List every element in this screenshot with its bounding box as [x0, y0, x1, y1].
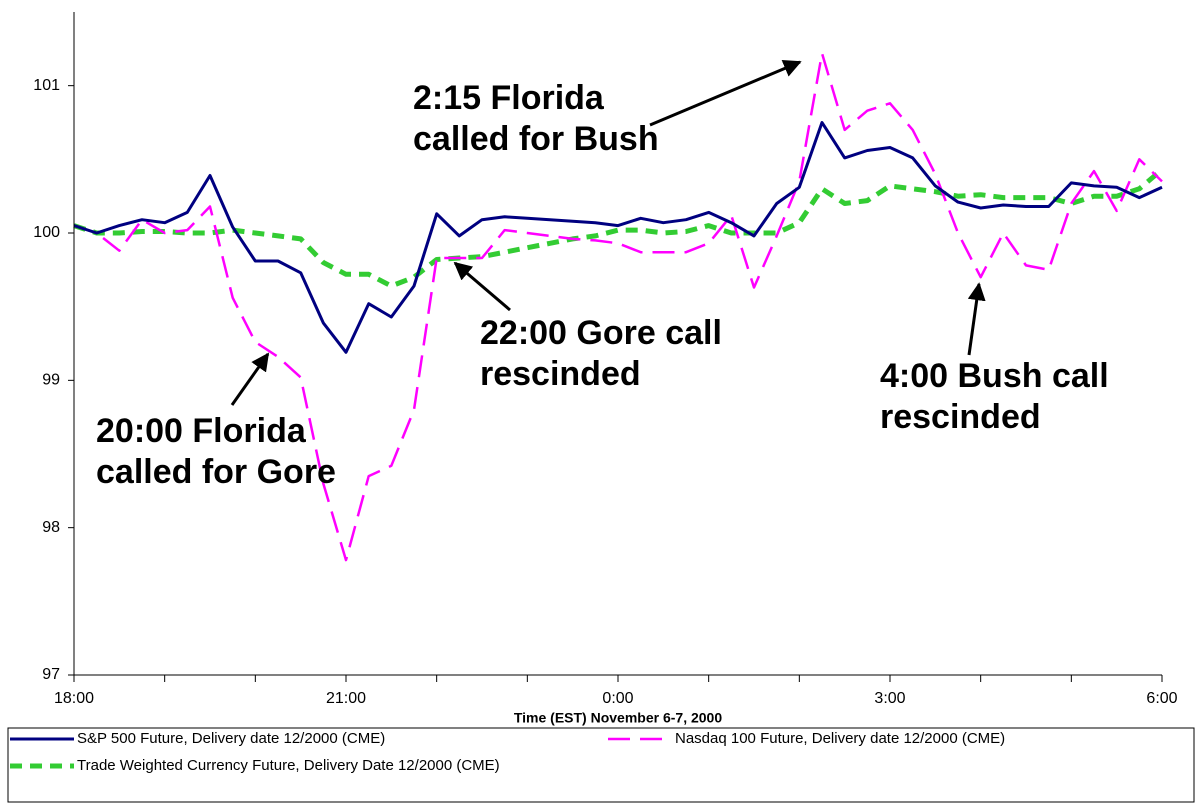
annotation: rescinded [480, 355, 641, 393]
annotation: 2:15 Florida [413, 79, 605, 117]
annotation: 22:00 Gore call [480, 314, 722, 352]
x-tick-label: 18:00 [54, 690, 94, 707]
plot-area [73, 52, 1164, 562]
x-tick-label: 3:00 [874, 690, 905, 707]
y-tick-label: 98 [42, 519, 60, 536]
annotation: 4:00 Bush call [880, 357, 1109, 395]
y-tick-label: 99 [42, 372, 60, 389]
legend [7, 727, 1195, 803]
series-line [73, 52, 1163, 562]
y-tick-label: 100 [33, 224, 60, 241]
y-tick-label: 97 [42, 666, 60, 683]
legend-label: S&P 500 Future, Delivery date 12/2000 (C… [77, 730, 385, 747]
y-tick-label: 101 [33, 77, 60, 94]
x-tick-label: 0:00 [602, 690, 633, 707]
annotation: 20:00 Florida [96, 412, 307, 450]
x-tick-label: 21:00 [326, 690, 366, 707]
annotation: rescinded [880, 398, 1041, 436]
arrow [453, 261, 511, 312]
legend-label: Trade Weighted Currency Future, Delivery… [77, 757, 500, 774]
series-line [73, 167, 1164, 289]
x-axis-title: Time (EST) November 6-7, 2000 [514, 710, 722, 726]
arrow [230, 352, 270, 406]
series-line [73, 121, 1163, 354]
annotation: called for Gore [96, 453, 336, 491]
legend-label: Nasdaq 100 Future, Delivery date 12/2000… [675, 730, 1005, 747]
arrow [967, 282, 986, 356]
x-tick-label: 6:00 [1146, 690, 1177, 707]
arrow [649, 59, 802, 127]
annotation: called for Bush [413, 120, 659, 158]
